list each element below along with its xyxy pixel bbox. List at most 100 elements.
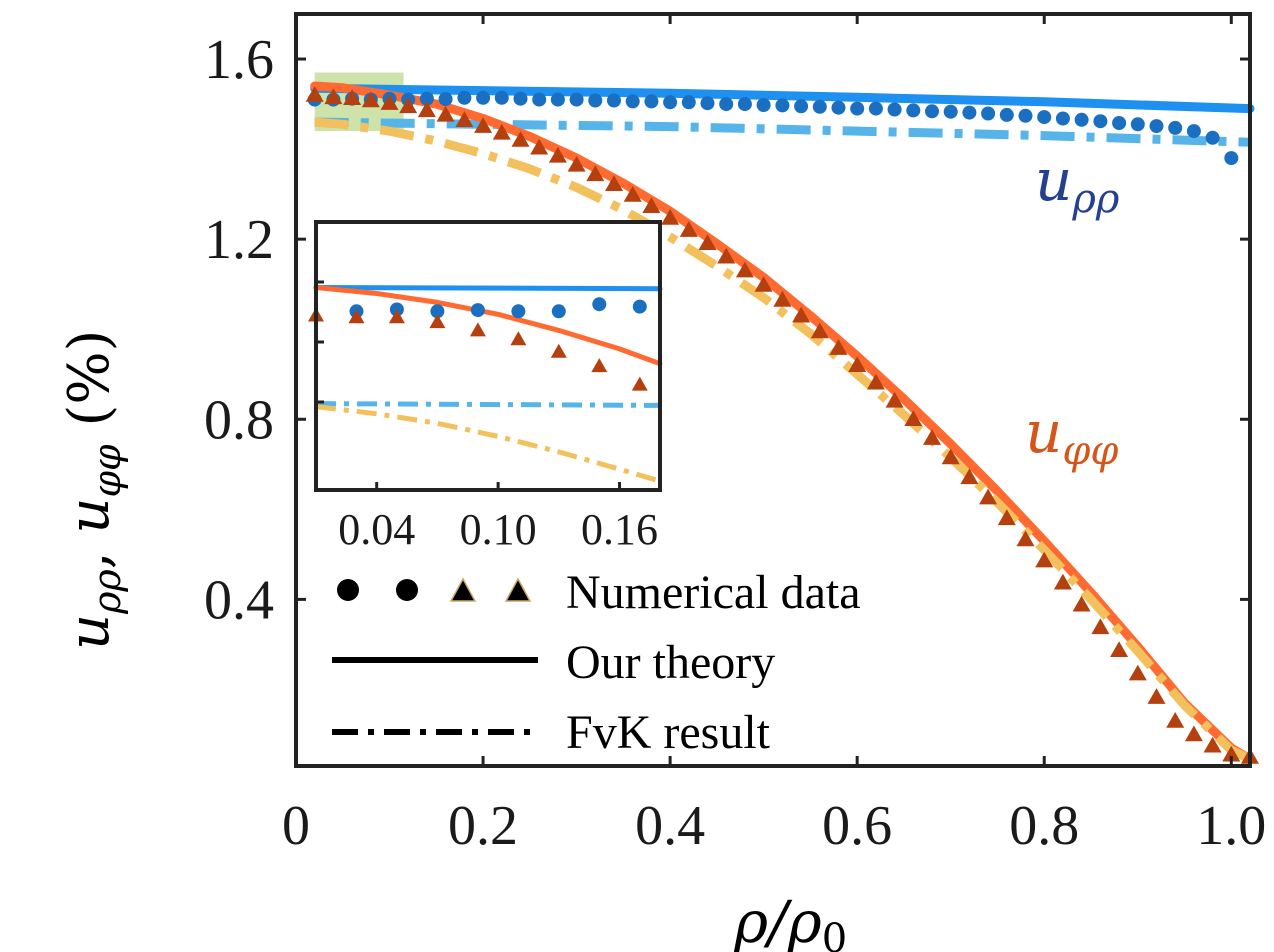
data-point-circle — [494, 90, 509, 105]
data-point-triangle — [429, 314, 446, 329]
main-tick-layer: 0 0.2 0.4 0.6 0.8 1.0 0.4 0.8 1.2 1.6 — [204, 14, 1266, 857]
data-point-triangle — [661, 209, 680, 225]
series-label-u-phi-phi: uφφ — [1025, 398, 1118, 474]
data-point-triangle — [773, 290, 792, 307]
data-point-circle — [511, 304, 526, 319]
data-point-triangle — [348, 309, 365, 324]
data-point-circle — [625, 94, 640, 109]
data-point-triangle — [754, 276, 773, 292]
data-point-circle — [607, 93, 621, 108]
data-point-circle — [1112, 116, 1127, 130]
data-point-triangle — [548, 146, 567, 163]
data-point-triangle — [941, 448, 960, 465]
data-point-circle — [632, 299, 647, 314]
data-point-circle — [430, 304, 445, 319]
inset-plot-area: 0.04 0.10 0.16 — [308, 220, 663, 554]
data-point-triangle — [1166, 712, 1185, 728]
y-axis-title-part: u — [57, 614, 122, 650]
series-label-base: u — [1025, 398, 1062, 466]
data-point-triangle — [1222, 745, 1241, 762]
y-tick-label: 0.8 — [204, 389, 274, 451]
x-tick-label: 0.8 — [1009, 795, 1079, 857]
data-point-circle — [999, 107, 1014, 122]
data-point-triangle — [960, 468, 979, 485]
data-point-circle — [1186, 124, 1201, 139]
data-point-triangle — [717, 247, 736, 264]
data-point-triangle — [474, 117, 493, 133]
data-point-triangle — [1091, 618, 1110, 635]
data-point-circle — [943, 104, 958, 119]
inset-x-tick-label: 0.04 — [338, 505, 415, 554]
data-point-circle — [868, 101, 883, 116]
legend-triangle-marker — [449, 577, 477, 602]
data-point-circle — [588, 93, 603, 108]
y-axis-title-part: φφ — [85, 444, 129, 498]
data-point-triangle — [605, 175, 623, 191]
series-line — [315, 401, 661, 408]
series-label-base: u — [1035, 146, 1072, 214]
data-point-triangle — [436, 105, 455, 122]
legend-dot-marker — [396, 579, 418, 601]
data-point-circle — [569, 92, 584, 107]
data-point-circle — [1018, 108, 1033, 123]
data-point-triangle — [510, 331, 527, 346]
data-point-circle — [1224, 151, 1239, 166]
data-point-triangle — [885, 391, 904, 408]
legend-label-fvk: FvK result — [566, 706, 771, 759]
data-point-triangle — [305, 86, 324, 102]
data-point-circle — [1168, 120, 1183, 135]
data-point-circle — [719, 97, 734, 112]
data-point-triangle — [417, 101, 436, 118]
legend-dot-marker — [337, 579, 359, 601]
data-point-circle — [476, 90, 491, 105]
data-point-triangle — [1016, 530, 1035, 547]
data-point-circle — [981, 106, 996, 121]
x-tick-label: 1.0 — [1196, 795, 1266, 857]
data-point-circle — [756, 98, 771, 112]
data-point-triangle — [1203, 736, 1222, 753]
data-point-triangle — [904, 410, 923, 426]
x-tick-label: 0.2 — [448, 795, 518, 857]
data-point-circle — [438, 92, 453, 107]
data-point-circle — [681, 95, 696, 110]
data-point-circle — [419, 91, 434, 106]
legend-label-numerical: Numerical data — [566, 566, 861, 619]
legend: Numerical data Our theory FvK result — [332, 566, 861, 759]
data-point-triangle — [380, 94, 399, 110]
data-point-triangle — [1147, 688, 1166, 704]
data-point-triangle — [698, 234, 717, 250]
x-axis-title-main: ρ/ρ — [733, 888, 822, 952]
data-point-circle — [887, 102, 902, 117]
inset-tick-layer: 0.04 0.10 0.16 — [316, 280, 658, 554]
data-point-triangle — [550, 343, 567, 358]
data-point-triangle — [1072, 595, 1091, 612]
inset-x-tick-label: 0.16 — [581, 505, 658, 554]
data-point-circle — [812, 99, 827, 114]
data-point-triangle — [1184, 725, 1203, 742]
data-point-circle — [1149, 119, 1164, 134]
data-point-circle — [962, 105, 977, 120]
series-line — [313, 285, 663, 292]
series-line — [310, 81, 1255, 764]
data-point-circle — [1074, 112, 1089, 127]
data-point-circle — [1130, 117, 1145, 132]
data-point-triangle — [923, 429, 941, 445]
x-axis-title: ρ/ρ0 — [733, 888, 847, 952]
data-point-triangle — [792, 306, 811, 323]
x-tick-label: 0.4 — [635, 795, 705, 857]
data-point-triangle — [455, 111, 474, 127]
series-line — [310, 83, 1255, 114]
data-point-triangle — [324, 88, 343, 105]
main-series-layer — [305, 72, 1259, 764]
data-point-circle — [551, 304, 566, 319]
series-label-u-rho-rho: uρρ — [1035, 146, 1120, 222]
x-tick-label: 0.6 — [822, 795, 892, 857]
y-axis-title-part: , — [57, 534, 122, 570]
data-point-circle — [644, 94, 659, 109]
data-point-circle — [775, 98, 790, 113]
inset-background — [316, 222, 660, 490]
data-point-circle — [831, 100, 846, 115]
series-line — [313, 285, 663, 367]
data-point-triangle — [511, 131, 530, 147]
